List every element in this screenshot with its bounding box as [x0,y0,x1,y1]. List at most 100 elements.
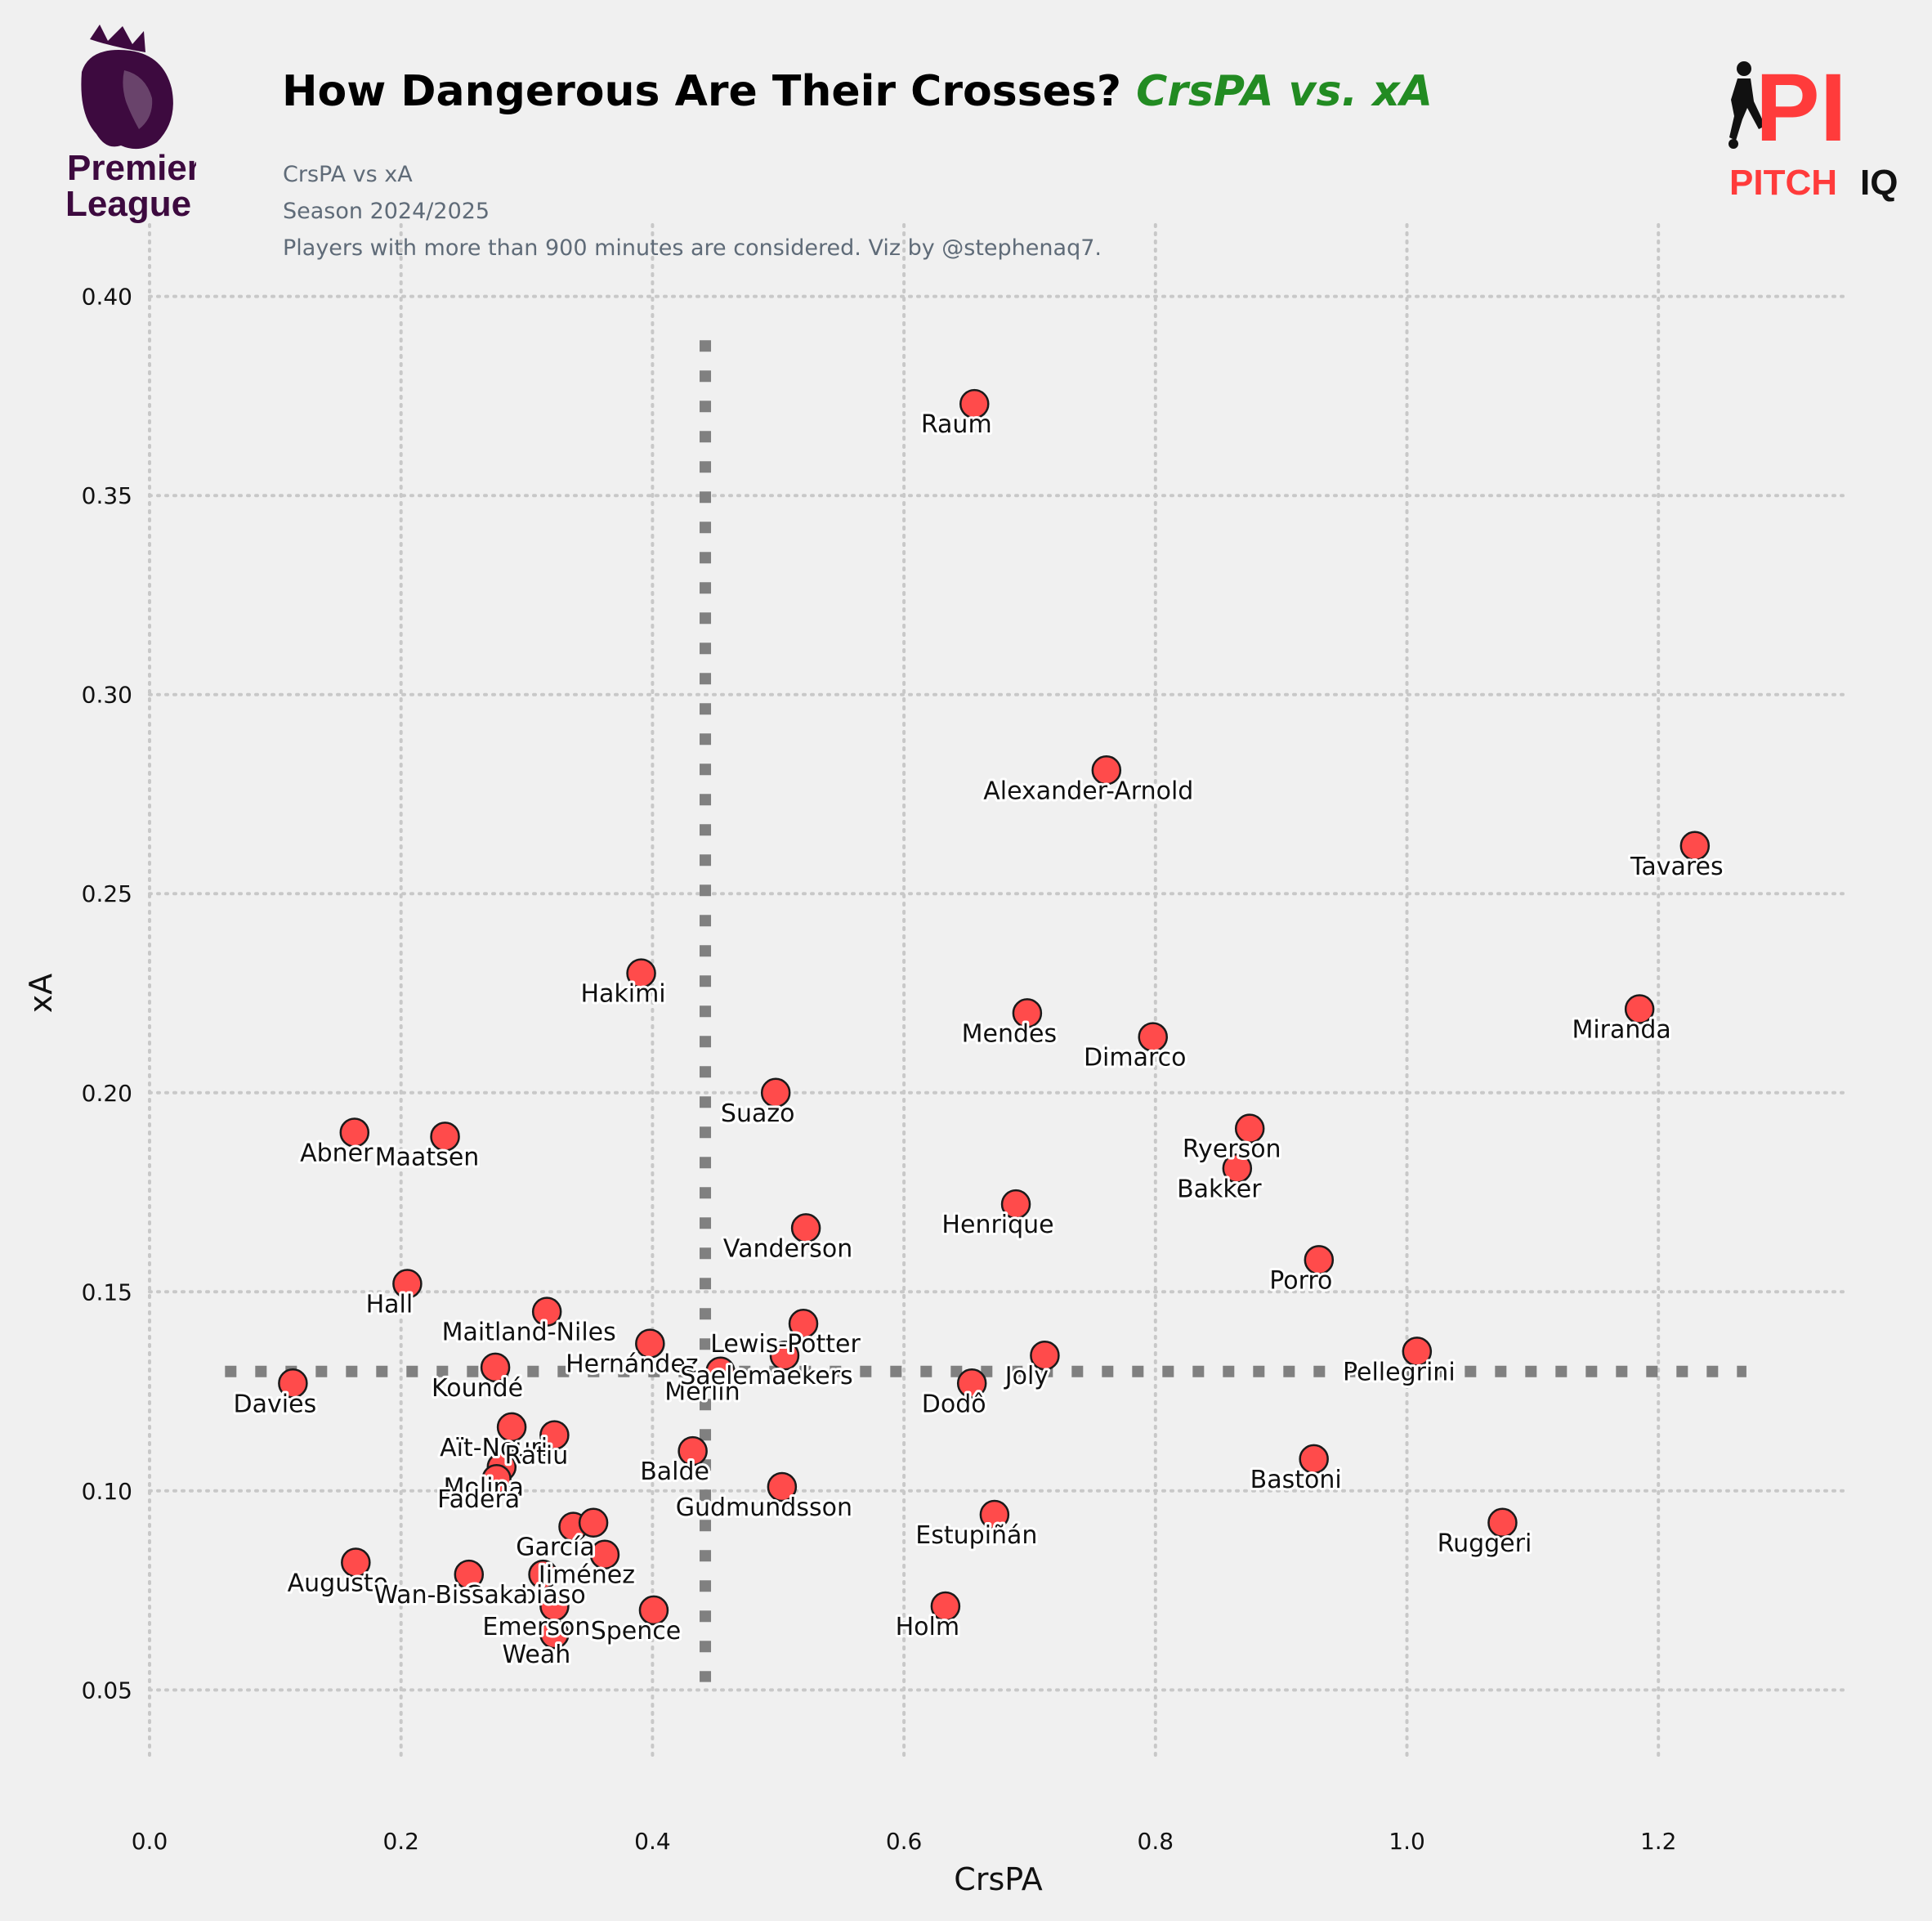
premier-league-lion-logo-icon: Premier League [65,25,201,224]
pitch-iq-word2: IQ [1860,163,1898,203]
data-point [979,1499,1010,1530]
data-point [531,1296,562,1327]
data-point [1679,831,1711,862]
data-point [578,1507,609,1538]
data-point [339,1117,370,1148]
data-point [626,958,656,988]
point-label: Wan-Bissaka [373,1581,528,1610]
point-label: García [516,1534,595,1562]
point-label: Cambiaso [464,1581,585,1610]
point-label: Vanderson [723,1234,852,1263]
point-label: Alexander-Arnold [983,777,1193,805]
subtitle-line-3: Players with more than 900 minutes are c… [283,235,1102,261]
data-point [1624,994,1655,1024]
data-point [1222,1153,1253,1184]
x-tick-label: 0.0 [132,1828,168,1855]
data-point [788,1308,819,1339]
point-label: Koundé [432,1374,523,1403]
data-point [1000,1189,1031,1220]
data-point [1299,1444,1329,1475]
data-point [1304,1245,1335,1275]
point-label: Henrique [941,1211,1053,1239]
data-point [481,1463,512,1494]
point-label: Hernández [566,1350,698,1379]
data-point [1138,1022,1168,1052]
point-label: Bakker [1177,1175,1262,1203]
data-point [956,1368,987,1399]
point-label: Raum [921,410,992,439]
point-label: Saelemaekers [680,1362,852,1390]
title-accent-text: CrsPA vs. xA [1136,67,1433,116]
point-label: Maatsen [375,1143,480,1171]
point-label: Hakimi [580,980,665,1009]
x-tick-label: 1.0 [1389,1828,1425,1855]
point-label: Ratiu [505,1442,569,1471]
y-tick-label: 0.30 [82,682,132,709]
y-axis-label: xA [23,974,59,1013]
point-label: Pellegrini [1343,1358,1456,1386]
point-label: Jiménez [537,1561,635,1590]
x-tick-label: 0.8 [1138,1828,1174,1855]
data-point [480,1352,511,1383]
title-main-text: How Dangerous Are Their Crosses? [282,67,1121,116]
point-label: Dimarco [1084,1044,1187,1072]
point-label: Gudmundsson [676,1493,852,1522]
data-point [930,1591,961,1622]
data-point [1487,1507,1518,1538]
y-tick-label: 0.10 [82,1478,132,1505]
y-tick-label: 0.35 [82,482,132,509]
point-label: Hall [366,1291,414,1319]
x-tick-label: 0.4 [634,1828,671,1855]
data-point [678,1435,708,1466]
point-label: Aït-Nouri [440,1434,548,1462]
point-label: Tavares [1630,853,1724,881]
pl-logo-line1: Premier [67,148,196,188]
point-label: Lewis-Potter [710,1330,861,1359]
point-label: Fadera [437,1485,520,1514]
chart-title: How Dangerous Are Their Crosses? CrsPA v… [282,67,1433,116]
data-point [959,388,990,419]
data-point [769,1340,800,1371]
premier-league-logo: Premier League [49,23,201,226]
point-label: Ryerson [1183,1135,1281,1164]
data-point [1012,998,1043,1028]
point-label: Spence [591,1617,682,1646]
point-label: Estupiñán [915,1521,1037,1550]
data-point [539,1619,570,1650]
point-label: Emerson [482,1613,590,1641]
pitch-iq-mark: PI [1755,54,1847,162]
point-label: Maitland-Niles [442,1319,616,1347]
data-point [392,1269,423,1299]
point-label: Abner [300,1139,373,1167]
data-point [790,1213,821,1243]
point-label: Holm [896,1613,959,1641]
data-point [430,1122,460,1152]
point-label: Joly [1004,1362,1049,1390]
data-point [1234,1113,1265,1144]
data-point [454,1559,485,1590]
data-point [767,1471,798,1502]
x-tick-label: 1.2 [1640,1828,1677,1855]
point-label: Augusto [288,1569,388,1597]
data-point [705,1356,736,1386]
point-label: Davies [234,1390,317,1418]
y-tick-label: 0.20 [82,1080,132,1107]
point-label: Balde [640,1458,709,1486]
data-point [496,1412,527,1443]
y-tick-label: 0.15 [82,1278,132,1305]
x-axis-label: CrsPA [954,1861,1042,1897]
pitch-iq-player-logo-icon: PI PITCH IQ [1729,54,1898,203]
data-point [638,1595,669,1626]
x-tick-label: 0.2 [382,1828,419,1855]
pitch-iq-logo: PI PITCH IQ [1724,51,1904,209]
data-point [278,1368,308,1399]
point-label: Bastoni [1250,1466,1342,1494]
data-point [760,1077,791,1108]
data-point [1030,1340,1060,1371]
point-label: Suazo [721,1099,795,1128]
y-tick-label: 0.40 [82,284,132,311]
point-label: Miranda [1572,1015,1670,1044]
data-point [341,1547,371,1578]
point-label: Weah [503,1641,571,1669]
